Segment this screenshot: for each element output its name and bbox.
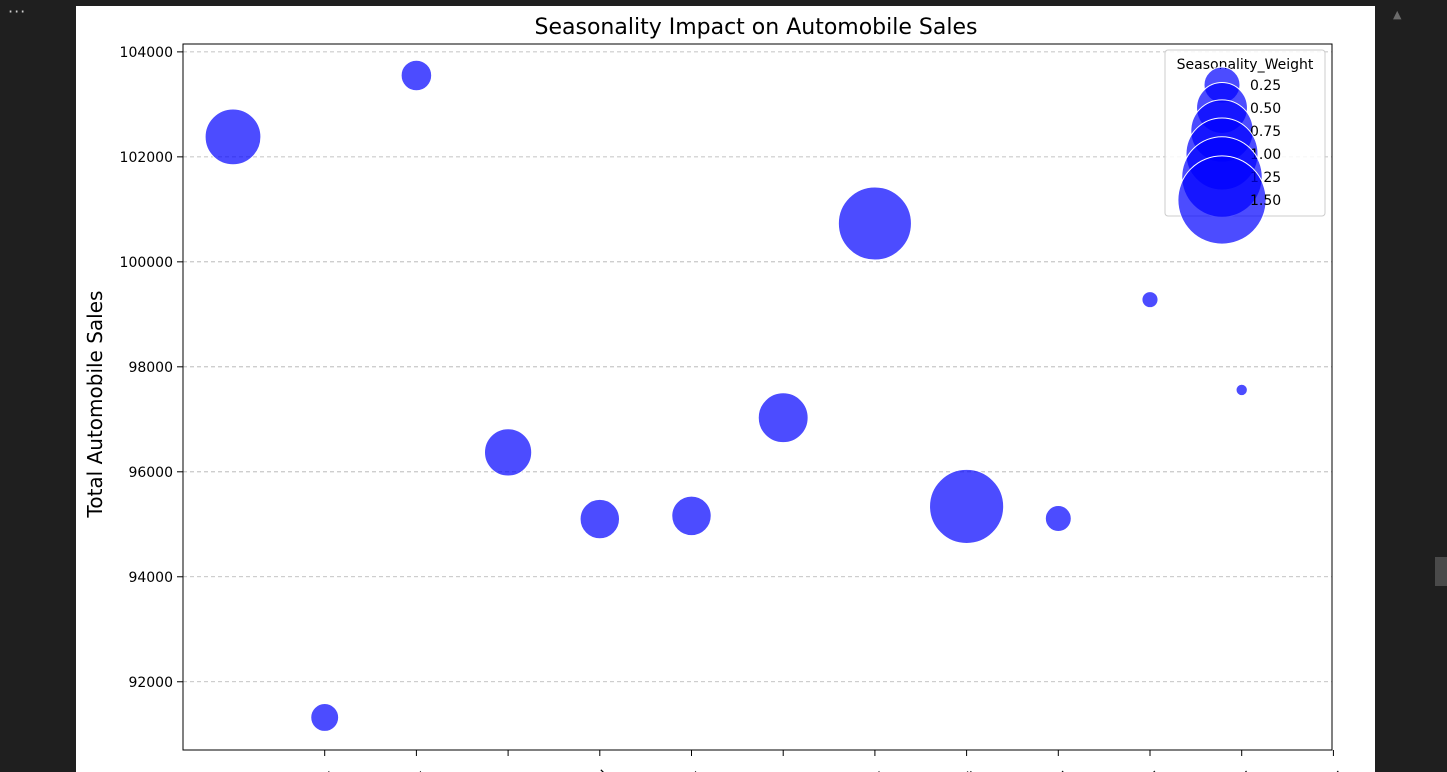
- bubble: [1235, 383, 1248, 397]
- bubble: [579, 498, 621, 540]
- bubble: [757, 392, 809, 444]
- y-tick-label: 98000: [128, 360, 173, 376]
- x-tick-label: t: [964, 767, 980, 772]
- bubble: [929, 468, 1005, 545]
- scroll-up-arrow-icon[interactable]: ▲: [1393, 8, 1402, 21]
- y-axis-label: Total Automobile Sales: [83, 291, 107, 519]
- x-tick-label: er: [1233, 767, 1255, 772]
- bubble: [1044, 505, 1072, 532]
- scrollbar-thumb[interactable]: [1435, 557, 1447, 586]
- bubble: [1141, 291, 1159, 309]
- plot-frame: [182, 43, 1333, 751]
- x-tick-label: er: [1325, 767, 1347, 772]
- bubbles: [204, 59, 1248, 732]
- legend-entry-label: 0.50: [1250, 101, 1281, 117]
- x-tick-label: e: [779, 768, 796, 772]
- y-tick-label: 94000: [128, 570, 173, 586]
- legend-marker: [1177, 155, 1267, 245]
- x-axis-ticks: y y h il y e y t er er er er: [320, 750, 1346, 772]
- bubble: [310, 703, 340, 732]
- bubble: [483, 428, 533, 477]
- y-tick-label: 92000: [128, 675, 173, 691]
- x-tick-label: h: [503, 768, 521, 772]
- x-tick-label: y: [412, 768, 429, 772]
- x-tick-label: il: [596, 768, 613, 772]
- bubble: [671, 495, 712, 537]
- bubble-chart: Seasonality Impact on Automobile Sales T…: [83, 15, 1346, 772]
- legend: Seasonality_Weight0.250.500.751.001.251.…: [1164, 49, 1326, 245]
- legend-entry-label: 0.25: [1250, 78, 1281, 94]
- y-gridlines: [183, 51, 1332, 683]
- x-tick-label: y: [687, 768, 704, 772]
- legend-entry-label: 1.50: [1250, 193, 1281, 209]
- bubble: [204, 108, 262, 166]
- more-options-icon[interactable]: ···: [8, 2, 27, 21]
- bubble: [400, 59, 433, 92]
- legend-entry-label: 0.75: [1250, 124, 1281, 140]
- x-tick-label: er: [1050, 767, 1072, 772]
- y-axis-ticks: 92000 94000 96000 98000 100000 102000 104000: [120, 45, 183, 691]
- chart-figure: Seasonality Impact on Automobile Sales T…: [76, 6, 1375, 772]
- x-tick-label: er: [1141, 767, 1163, 772]
- bubble: [837, 186, 912, 261]
- chart-title: Seasonality Impact on Automobile Sales: [535, 15, 978, 40]
- x-tick-label: y: [871, 768, 888, 772]
- x-tick-label: y: [320, 768, 337, 772]
- y-tick-label: 96000: [128, 465, 173, 481]
- y-tick-label: 104000: [120, 45, 173, 61]
- legend-title: Seasonality_Weight: [1177, 57, 1314, 73]
- y-tick-label: 100000: [120, 255, 173, 271]
- y-tick-label: 102000: [120, 150, 173, 166]
